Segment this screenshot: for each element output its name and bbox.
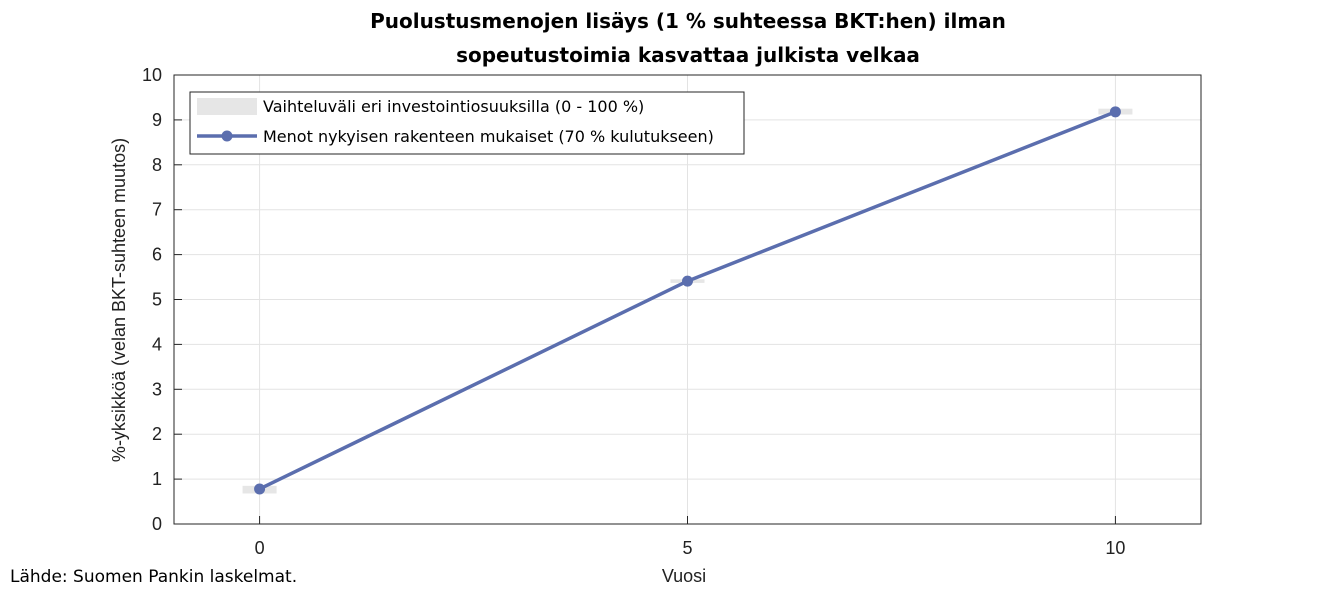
chart-title-line-2: sopeutustoimia kasvattaa julkista velkaa bbox=[456, 43, 920, 67]
legend-label-line: Menot nykyisen rakenteen mukaiset (70 % … bbox=[263, 127, 714, 146]
y-axis-ticks: 0 1 2 3 4 5 6 7 8 9 10 bbox=[142, 65, 182, 534]
legend-range-swatch bbox=[197, 98, 257, 115]
x-tick-label: 0 bbox=[255, 538, 265, 558]
y-tick-label: 8 bbox=[152, 155, 162, 175]
y-tick-label: 3 bbox=[152, 379, 162, 399]
legend-label-range: Vaihteluväli eri investointiosuuksilla (… bbox=[263, 97, 644, 116]
y-tick-label: 7 bbox=[152, 200, 162, 220]
legend: Vaihteluväli eri investointiosuuksilla (… bbox=[189, 91, 745, 155]
x-axis-label: Vuosi bbox=[662, 566, 706, 586]
y-axis-label: %-yksikköä (velan BKT-suhteen muutos) bbox=[109, 138, 129, 462]
y-tick-label: 0 bbox=[152, 514, 162, 534]
x-tick-label: 5 bbox=[682, 538, 692, 558]
y-tick-label: 9 bbox=[152, 110, 162, 130]
chart-title-line-1: Puolustusmenojen lisäys (1 % suhteessa B… bbox=[370, 9, 1006, 33]
y-tick-label: 10 bbox=[142, 65, 162, 85]
x-tick-label: 10 bbox=[1105, 538, 1125, 558]
legend-marker-swatch bbox=[221, 130, 233, 142]
data-point bbox=[682, 275, 693, 287]
y-tick-label: 5 bbox=[152, 290, 162, 310]
y-tick-label: 6 bbox=[152, 245, 162, 265]
y-tick-label: 2 bbox=[152, 424, 162, 444]
data-point bbox=[1109, 106, 1121, 118]
y-tick-label: 4 bbox=[152, 334, 162, 354]
y-tick-label: 1 bbox=[152, 469, 162, 489]
data-point bbox=[254, 483, 266, 495]
series-line-layer bbox=[254, 106, 1121, 495]
legend-box bbox=[189, 91, 745, 155]
source-note: Lähde: Suomen Pankin laskelmat. bbox=[10, 567, 297, 587]
x-axis-ticks: 0 5 10 bbox=[255, 516, 1125, 558]
